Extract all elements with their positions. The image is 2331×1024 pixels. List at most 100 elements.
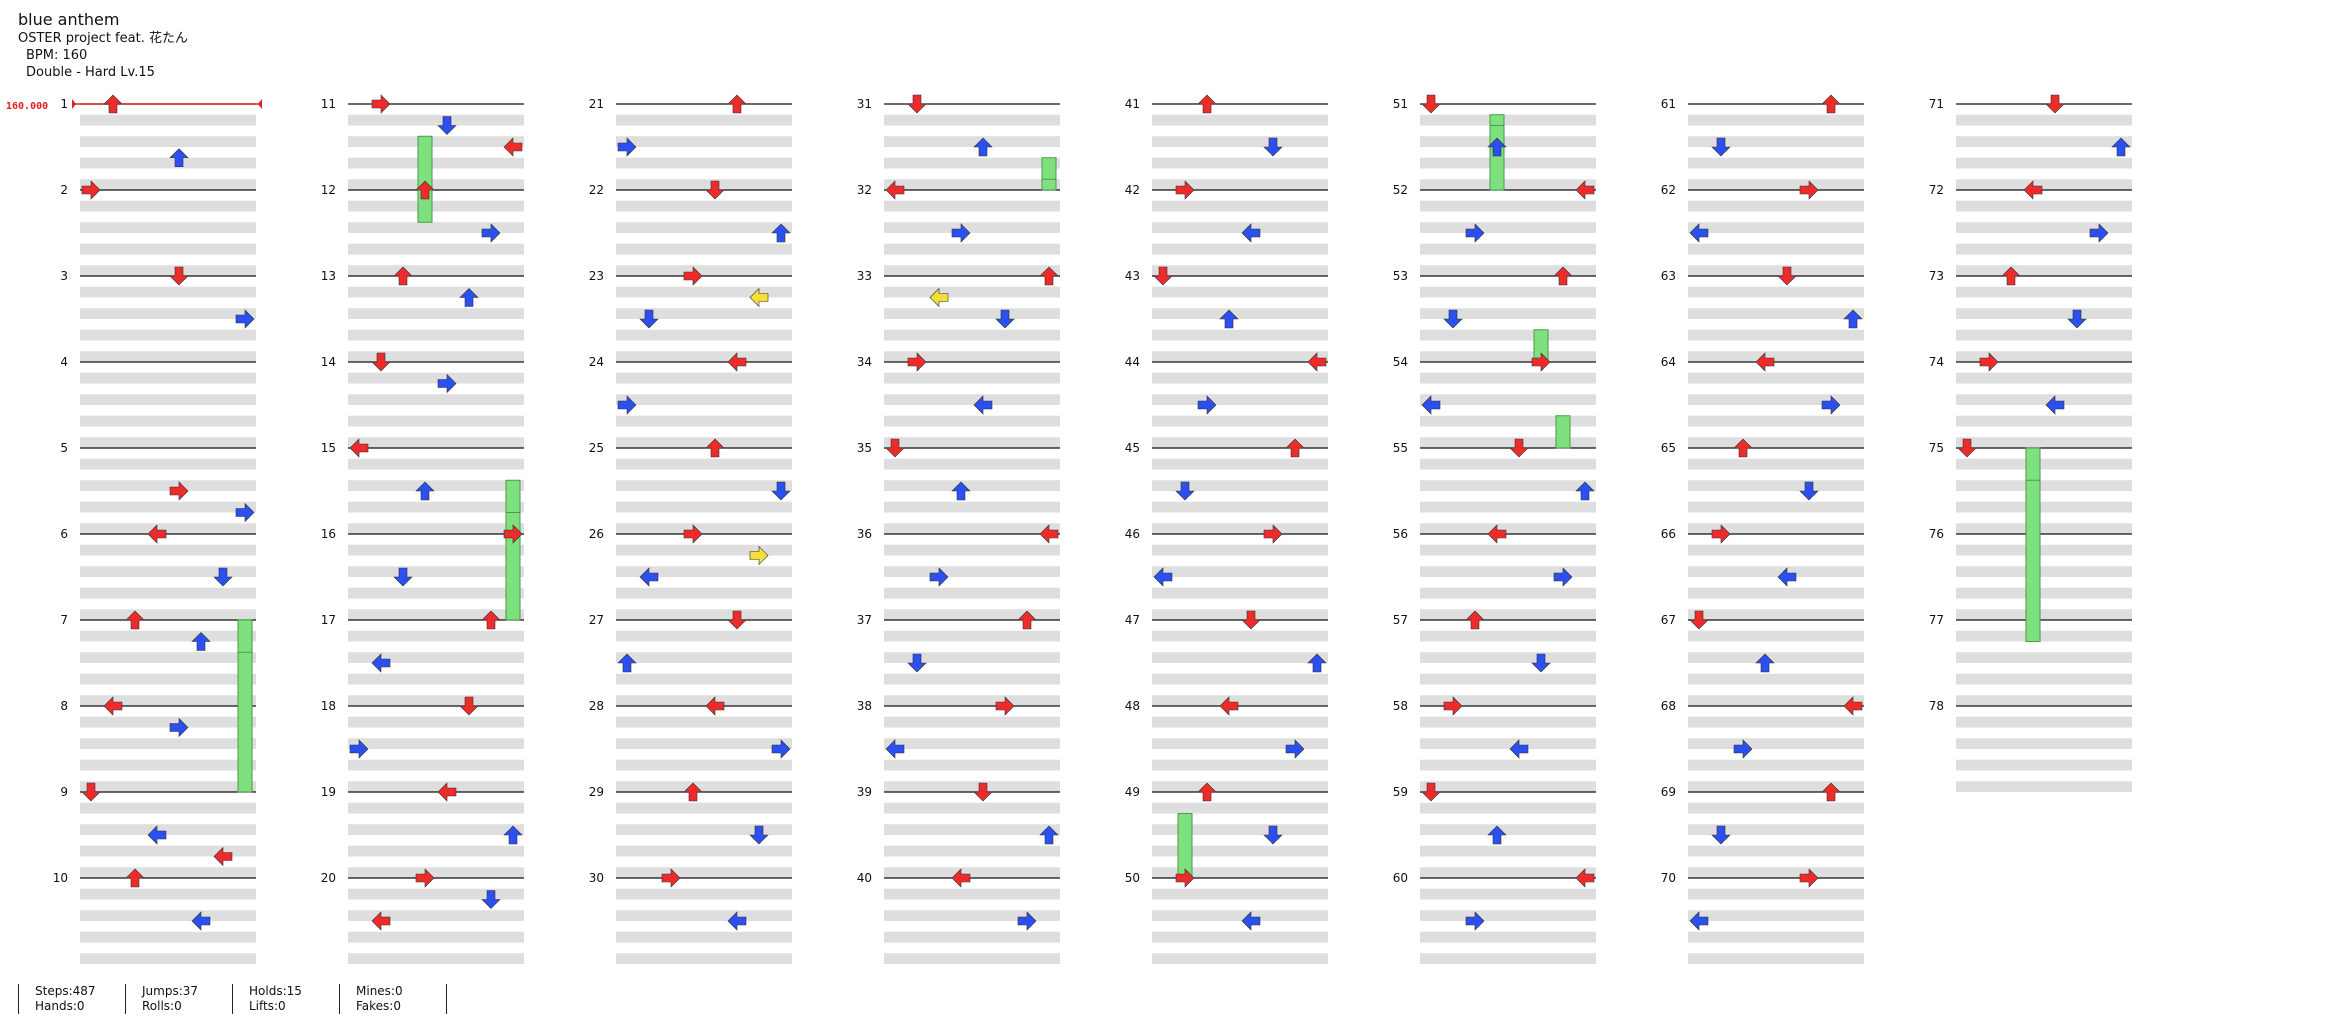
beat-band (1956, 523, 2132, 534)
beat-band (1688, 759, 1864, 771)
stats-bar: Steps:487 Hands:0 Jumps:37 Rolls:0 Holds… (18, 984, 447, 1014)
measure: 1 (60, 97, 256, 190)
arrow-shape (103, 94, 123, 114)
song-artist: OSTER project feat. 花たん (18, 31, 188, 46)
measure: 12 (321, 183, 524, 276)
beat-band (616, 415, 792, 427)
arrow-shape (1153, 567, 1173, 587)
beat-band (616, 372, 792, 384)
measure-number: 5 (60, 441, 68, 455)
beat-band (1688, 286, 1864, 298)
step-arrow (1531, 352, 1551, 372)
beat-band (1688, 329, 1864, 341)
measure: 69 (1661, 785, 1864, 878)
measure: 54 (1393, 355, 1596, 448)
measure: 13 (321, 269, 524, 362)
arrow-shape (1197, 94, 1217, 114)
beat-band (1420, 222, 1596, 233)
measure: 65 (1661, 441, 1864, 534)
step-arrow (235, 309, 255, 329)
arrow-shape (1509, 739, 1529, 759)
beat-band (80, 910, 256, 921)
beat-band (1152, 501, 1328, 513)
step-arrow (727, 352, 747, 372)
measure: 26 (589, 527, 792, 620)
step-arrow (973, 782, 993, 802)
arrow-shape (1039, 524, 1059, 544)
arrow-shape (1777, 266, 1797, 286)
measure: 3 (60, 269, 256, 362)
arrow-shape (1531, 352, 1551, 372)
measure: 6 (60, 527, 256, 620)
beat-band (348, 114, 524, 126)
measure-number: 30 (589, 871, 604, 885)
arrow-shape (169, 266, 189, 286)
arrow-shape (1465, 223, 1485, 243)
beat-band (1688, 136, 1864, 147)
arrow-shape (349, 438, 369, 458)
arrow-shape (1241, 223, 1261, 243)
beat-band (80, 824, 256, 835)
measure-number: 4 (60, 355, 68, 369)
beat-band (1956, 157, 2132, 169)
measure-number: 26 (589, 527, 604, 541)
beat-band (1956, 114, 2132, 126)
beat-band (1420, 157, 1596, 169)
arrow-shape (995, 309, 1015, 329)
measure: 78 (1929, 699, 2132, 792)
beat-band (616, 394, 792, 405)
arrow-shape (349, 739, 369, 759)
step-arrow (749, 287, 769, 308)
beat-band (616, 480, 792, 491)
measure-number: 64 (1661, 355, 1676, 369)
measure-number: 14 (321, 355, 336, 369)
beat-band (1956, 437, 2132, 448)
measures-layer: 1234567891011121314151617181920212223242… (53, 97, 2132, 964)
beat-band (1688, 910, 1864, 921)
beat-band (1152, 910, 1328, 921)
arrow-shape (727, 352, 747, 372)
beat-band (1152, 265, 1328, 276)
step-arrow (1733, 739, 1753, 759)
step-arrow (415, 481, 435, 501)
beat-band (1956, 329, 2132, 341)
measure-number: 47 (1125, 613, 1140, 627)
step-arrow (2045, 94, 2065, 114)
beat-band (80, 286, 256, 298)
step-arrow (1153, 266, 1173, 286)
beat-band (80, 867, 256, 878)
measure: 76 (1929, 527, 2132, 620)
arrow-shape (1509, 438, 1529, 458)
beat-band (1420, 437, 1596, 448)
beat-band (1152, 781, 1328, 792)
beat-band (616, 523, 792, 534)
beat-band (1956, 501, 2132, 513)
arrow-shape (169, 717, 189, 738)
arrow-shape (481, 610, 501, 630)
arrow-shape (371, 94, 391, 114)
beat-band (80, 673, 256, 685)
measure-number: 58 (1393, 699, 1408, 713)
measure-number: 23 (589, 269, 604, 283)
measure-number: 56 (1393, 527, 1408, 541)
stat-holds: Holds:15 (249, 984, 302, 998)
beat-band (616, 738, 792, 749)
step-arrow (371, 94, 391, 114)
beat-band (884, 867, 1060, 878)
beat-band (1152, 114, 1328, 126)
arrow-shape (1755, 653, 1775, 673)
measure-number: 18 (321, 699, 336, 713)
step-arrow (727, 610, 747, 630)
beat-band (80, 351, 256, 362)
arrow-shape (437, 782, 457, 802)
arrow-shape (2001, 266, 2021, 286)
beat-band (616, 437, 792, 448)
beat-band (1152, 480, 1328, 491)
beat-band (616, 458, 792, 470)
measure: 4 (60, 355, 256, 448)
beat-band (80, 888, 256, 900)
beat-band (1152, 695, 1328, 706)
step-arrow (1017, 911, 1037, 931)
beat-band (1152, 888, 1328, 900)
arrow-shape (1285, 739, 1305, 759)
